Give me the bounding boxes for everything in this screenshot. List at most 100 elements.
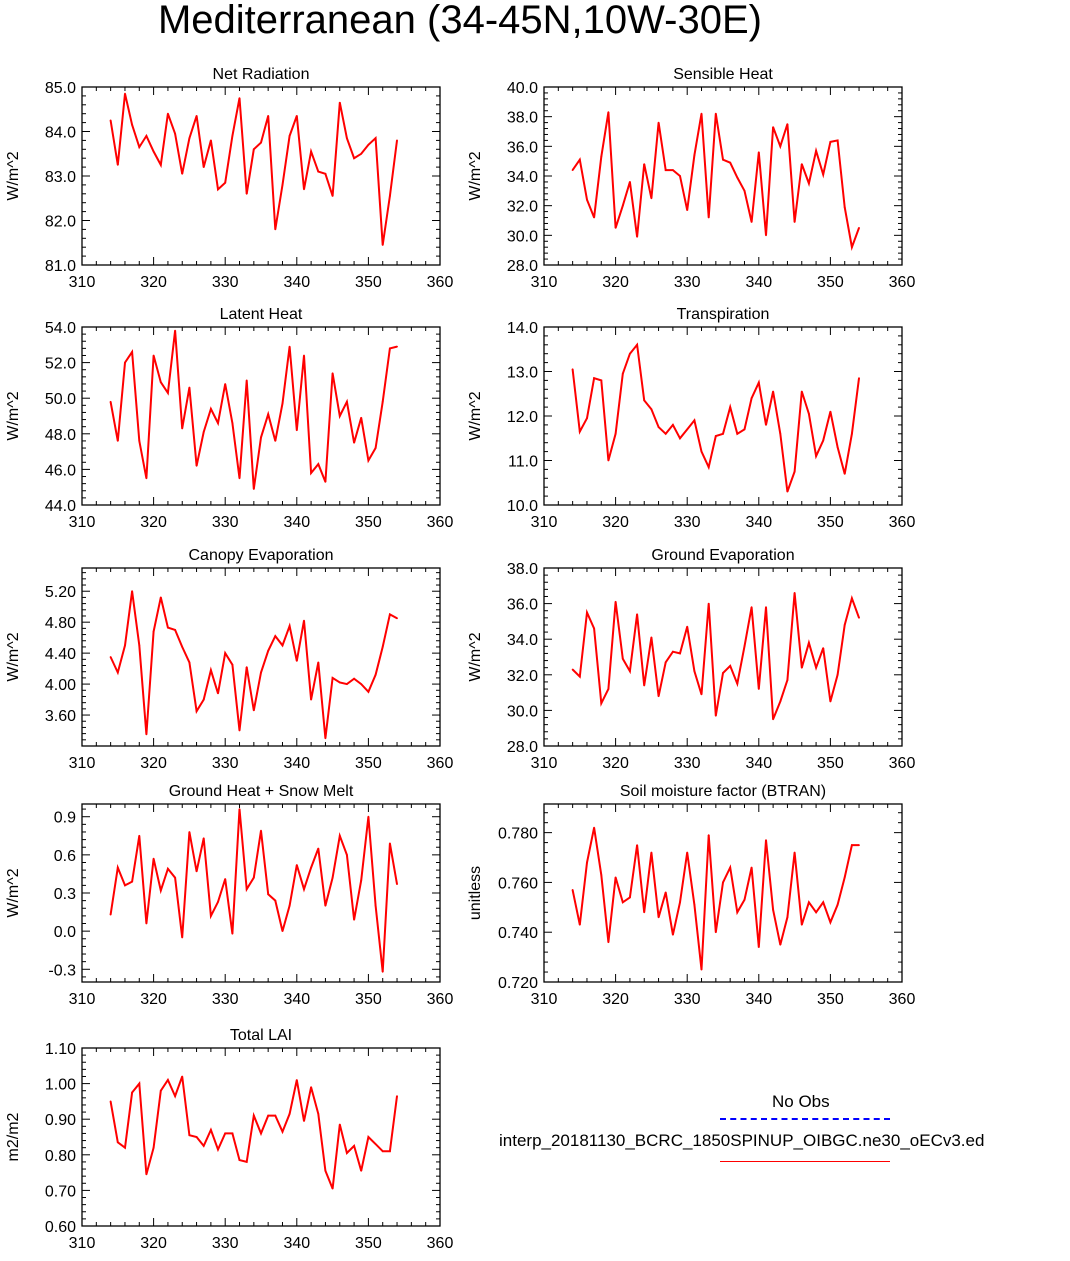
data-point (829, 141, 832, 143)
data-point (338, 1123, 341, 1126)
data-point (736, 176, 739, 179)
data-point (714, 435, 717, 437)
x-tick-label: 320 (140, 514, 167, 531)
data-point (693, 419, 696, 422)
series-line (571, 827, 859, 970)
series-line (109, 330, 398, 490)
data-point (217, 422, 219, 424)
chart-panel: 310 320 330 340 350 360 3.60 4.00 4.40 4.80 5.20 Ca… (5, 547, 453, 772)
data-point (396, 1095, 398, 1097)
data-point (360, 683, 363, 685)
data-point (174, 132, 177, 135)
data-point (700, 693, 703, 696)
x-tick-label: 320 (140, 1235, 167, 1252)
data-point (836, 673, 839, 676)
x-tick-label: 340 (283, 514, 310, 531)
data-point (310, 698, 312, 701)
series-line (109, 93, 398, 246)
data-point (843, 206, 846, 209)
x-tick-label: 340 (745, 755, 772, 772)
x-tick-label: 360 (889, 991, 916, 1008)
data-point (274, 228, 277, 231)
y-tick-label: -0.3 (48, 962, 76, 979)
data-point (722, 672, 724, 674)
data-point (252, 488, 255, 490)
data-point (181, 1075, 184, 1078)
data-point (109, 400, 112, 403)
data-point (693, 154, 696, 157)
panel-title: Canopy Evaporation (189, 547, 334, 564)
data-point (231, 663, 234, 666)
x-tick-label: 340 (283, 1235, 310, 1252)
x-tick-label: 330 (674, 514, 701, 531)
x-tick-label: 330 (212, 274, 239, 291)
y-axis-label: m2/m2 (5, 1112, 22, 1161)
data-point (267, 413, 270, 416)
data-point (224, 878, 227, 880)
data-point (578, 430, 581, 433)
x-tick-label: 360 (427, 1235, 454, 1252)
y-tick-label: 83.0 (45, 169, 76, 186)
data-point (346, 683, 348, 685)
data-point (396, 883, 398, 885)
data-point (396, 345, 398, 348)
data-point (174, 1095, 177, 1097)
chart-panel: 310 320 330 340 350 360 28.0 30.0 32.0 34.0 36.0 38… (467, 547, 915, 772)
data-point (629, 896, 631, 899)
data-point (808, 641, 810, 644)
plot-frame (543, 803, 903, 983)
data-point (389, 613, 391, 616)
data-point (274, 635, 277, 637)
data-point (295, 429, 298, 432)
y-tick-label: 11.0 (508, 454, 538, 471)
data-point (772, 126, 774, 128)
data-point (679, 901, 681, 904)
y-tick-label: 34.0 (507, 632, 538, 649)
y-tick-label: 0.720 (498, 975, 538, 992)
data-point (822, 173, 825, 176)
data-point (815, 455, 817, 457)
data-point (836, 139, 839, 142)
data-point (267, 893, 270, 896)
data-point (252, 876, 255, 879)
data-point (614, 432, 617, 435)
data-point (822, 439, 825, 442)
data-point (159, 164, 162, 166)
data-point (217, 692, 219, 695)
data-point (346, 137, 348, 140)
data-point (643, 911, 646, 914)
data-point (743, 428, 746, 431)
data-point (324, 172, 327, 175)
data-point (786, 490, 789, 493)
data-point (707, 466, 710, 469)
data-point (643, 399, 646, 402)
data-point (260, 141, 262, 144)
y-tick-label: 14.0 (507, 320, 538, 337)
data-point (138, 644, 141, 647)
data-point (664, 432, 667, 435)
data-point (317, 847, 320, 850)
data-point (829, 410, 832, 413)
data-point (210, 139, 212, 142)
data-point (188, 831, 191, 833)
data-point (374, 904, 377, 907)
y-tick-label: 32.0 (507, 199, 538, 216)
x-tick-label: 330 (674, 274, 701, 291)
data-point (571, 889, 574, 891)
data-point (338, 681, 341, 684)
chart-panel: 310 320 330 340 350 360 -0.3 0.0 0.3 0.6 0.9 Ground… (5, 783, 453, 1008)
data-point (851, 246, 853, 249)
data-point (174, 629, 177, 631)
data-point (707, 216, 710, 219)
data-point (159, 1089, 162, 1092)
data-point (288, 625, 291, 627)
data-point (310, 866, 312, 869)
x-tick-label: 360 (427, 514, 454, 531)
data-point (138, 1082, 141, 1085)
data-point (765, 424, 767, 426)
data-point (317, 661, 320, 664)
data-point (245, 1161, 248, 1163)
y-tick-label: 5.20 (45, 584, 76, 601)
data-point (800, 163, 803, 166)
data-point (152, 150, 155, 153)
